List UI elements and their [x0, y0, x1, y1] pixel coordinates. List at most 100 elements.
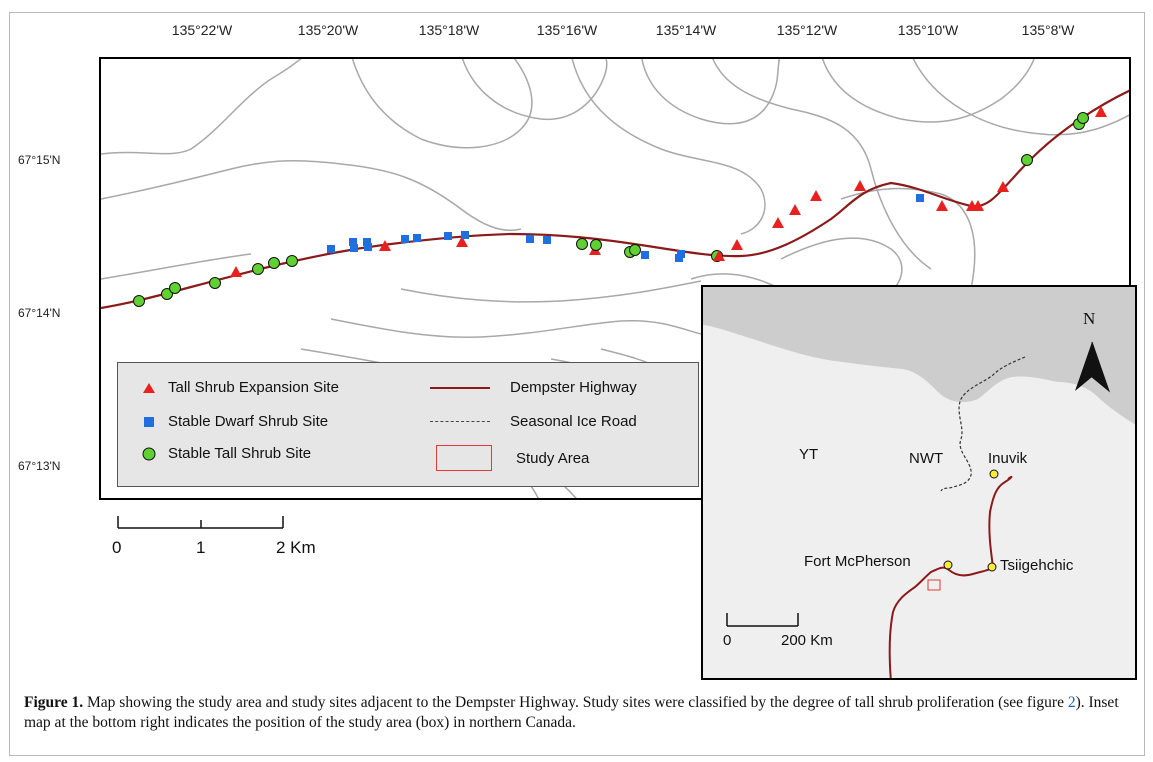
- legend-item-tall-expansion: Tall Shrub Expansion Site: [140, 379, 339, 396]
- lon-label-6: 135°12'W: [776, 22, 838, 38]
- inset-scale-200: 200 Km: [781, 632, 833, 649]
- contour-line: [690, 273, 782, 290]
- inset-scale-0: 0: [723, 632, 732, 649]
- stable-tall-shrub-site: [252, 263, 264, 275]
- contour-line: [821, 59, 1035, 123]
- nwt-label: NWT: [909, 450, 944, 467]
- contour-line: [351, 59, 533, 149]
- contour-line: [912, 59, 1129, 136]
- legend-label-highway: Dempster Highway: [510, 379, 637, 396]
- inuvik-marker: [989, 469, 999, 479]
- lon-label-2: 135°20'W: [297, 22, 359, 38]
- ocean-area: [703, 287, 1135, 425]
- tall-shrub-expansion-site: [810, 190, 822, 201]
- stable-dwarf-shrub-site: [413, 234, 421, 242]
- contour-line: [101, 253, 252, 280]
- contour-line: [330, 318, 702, 339]
- stable-tall-shrub-site: [133, 295, 145, 307]
- caption-label: Figure 1.: [24, 694, 84, 711]
- legend-item-stable-dwarf: Stable Dwarf Shrub Site: [140, 413, 328, 430]
- tall-shrub-expansion-site: [972, 200, 984, 211]
- lon-label-5: 135°14'W: [655, 22, 717, 38]
- tall-shrub-expansion-site: [230, 266, 242, 277]
- dempster-highway-line: [101, 89, 1129, 310]
- ice-road-line-icon: [430, 421, 490, 422]
- contour-line: [571, 59, 766, 235]
- map-legend: Tall Shrub Expansion Site Stable Dwarf S…: [117, 362, 699, 487]
- yt-label: YT: [799, 446, 819, 463]
- stable-tall-shrub-site: [1021, 154, 1033, 166]
- inuvik-label: Inuvik: [988, 450, 1028, 467]
- stable-dwarf-shrub-site: [461, 231, 469, 239]
- tall-shrub-expansion-site: [1095, 106, 1107, 117]
- lat-label-2: 67°14'N: [18, 306, 61, 320]
- stable-tall-shrub-site: [286, 255, 298, 267]
- stable-tall-shrub-site: [629, 244, 641, 256]
- stable-tall-shrub-site: [161, 288, 173, 300]
- legend-label-stable-dwarf: Stable Dwarf Shrub Site: [168, 413, 329, 430]
- stable-dwarf-shrub-site: [526, 235, 534, 243]
- study-area-box-icon: [436, 445, 492, 471]
- north-label: N: [1083, 309, 1096, 328]
- tall-shrub-expansion-site: [456, 236, 468, 247]
- fort-mcpherson-marker: [943, 560, 953, 570]
- stable-tall-shrub-site: [268, 257, 280, 269]
- tall-shrub-expansion-site: [379, 240, 391, 251]
- caption-figure-ref[interactable]: 2: [1067, 694, 1076, 711]
- lon-label-4: 135°16'W: [536, 22, 598, 38]
- stable-tall-shrub-site: [590, 239, 602, 251]
- highway-line-icon: [430, 386, 490, 389]
- ice-road-path: [940, 356, 1026, 492]
- stable-dwarf-shrub-site: [327, 245, 335, 253]
- tall-shrub-expansion-site: [789, 204, 801, 215]
- scale-tick-1: 1: [196, 538, 206, 557]
- tall-shrub-expansion-site: [854, 180, 866, 191]
- scale-tick-0: 0: [112, 538, 122, 557]
- stable-dwarf-shrub-site: [363, 238, 371, 246]
- lat-label-3: 67°13'N: [18, 459, 61, 473]
- legend-label-study-area: Study Area: [516, 449, 590, 467]
- figure-frame: [9, 12, 1145, 756]
- stable-tall-shrub-site: [209, 277, 221, 289]
- tall-shrub-expansion-site: [713, 250, 725, 261]
- contour-line: [461, 59, 608, 120]
- stable-dwarf-shrub-site: [916, 194, 924, 202]
- island: [1097, 325, 1133, 357]
- red-triangle-icon: [140, 381, 160, 395]
- lat-label-1: 67°15'N: [18, 153, 61, 167]
- inset-map: N YT NWT Inuvik Fort McPherson Tsiigehch…: [701, 285, 1137, 680]
- legend-item-study-area: Study Area: [436, 445, 589, 471]
- legend-item-ice-road: Seasonal Ice Road: [430, 413, 637, 430]
- figure-caption: Figure 1. Map showing the study area and…: [24, 693, 1134, 733]
- scale-tick-2: 2 Km: [276, 538, 316, 557]
- stable-dwarf-shrub-site: [349, 238, 357, 246]
- legend-item-stable-tall: Stable Tall Shrub Site: [140, 445, 311, 462]
- contour-line: [101, 59, 302, 155]
- lon-label-1: 135°22'W: [171, 22, 233, 38]
- stable-dwarf-shrub-site: [444, 232, 452, 240]
- blue-square-icon: [140, 415, 160, 429]
- tsiigehtchic-label: Tsiigehchic: [1000, 557, 1074, 574]
- inset-highway: [888, 475, 1013, 678]
- tsiigehtchic-marker: [987, 562, 997, 572]
- lon-label-8: 135°8'W: [1021, 22, 1075, 38]
- caption-text-b: ). Inset map at the bottom right indicat…: [24, 694, 1119, 731]
- stable-dwarf-shrub-site: [641, 251, 649, 259]
- legend-label-stable-tall: Stable Tall Shrub Site: [168, 445, 312, 462]
- stable-dwarf-shrub-site: [364, 243, 372, 251]
- legend-label-tall-expansion: Tall Shrub Expansion Site: [168, 379, 339, 396]
- stable-dwarf-shrub-site: [350, 244, 358, 252]
- tall-shrub-expansion-site: [997, 181, 1009, 192]
- north-arrow-icon: [1075, 341, 1111, 393]
- tall-shrub-expansion-site: [772, 217, 784, 228]
- green-circle-icon: [140, 447, 160, 461]
- stable-dwarf-shrub-site: [543, 236, 551, 244]
- scale-bar-graphic: [117, 516, 284, 529]
- island: [1042, 345, 1090, 384]
- contour-line: [101, 160, 522, 231]
- contour-line: [712, 59, 932, 270]
- caption-text-a: Map showing the study area and study sit…: [83, 694, 1068, 711]
- study-area-box: [927, 579, 941, 591]
- lon-label-7: 135°10'W: [897, 22, 959, 38]
- tall-shrub-expansion-site: [731, 239, 743, 250]
